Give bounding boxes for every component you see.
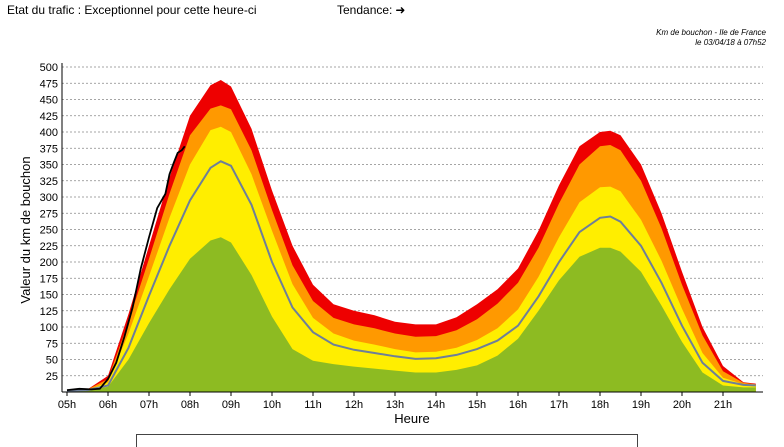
traffic-status: Etat du trafic : Exceptionnel pour cette… (7, 3, 257, 17)
x-tick-label: 15h (468, 399, 486, 411)
arrow-right-icon: ➜ (395, 3, 406, 17)
trend-label: Tendance: (337, 3, 393, 17)
y-tick-label: 250 (40, 225, 58, 237)
y-tick-label: 375 (40, 143, 58, 155)
x-tick-label: 21h (714, 399, 732, 411)
series-line-0 (66, 160, 756, 392)
x-tick-label: 16h (509, 399, 527, 411)
x-tick-label: 07h (140, 399, 158, 411)
x-tick-label: 20h (673, 399, 691, 411)
traffic-status-value: Exceptionnel pour cette heure-ci (84, 3, 257, 17)
series-lines (66, 145, 756, 392)
y-tick-label: 25 (46, 371, 58, 383)
y-tick-label: 350 (40, 160, 58, 172)
x-tick-label: 10h (263, 399, 281, 411)
x-tick-label: 09h (222, 399, 240, 411)
area-band-3 (67, 237, 756, 392)
y-tick-label: 275 (40, 208, 58, 220)
y-tick-label: 300 (40, 192, 58, 204)
x-tick-label: 11h (304, 399, 322, 411)
axes: 25 50 75 100 125 150 175 200 225 250 275 300 325 350 3… (40, 62, 763, 411)
area-bands (67, 80, 756, 393)
y-tick-label: 225 (40, 241, 58, 253)
x-tick-label: 19h (632, 399, 650, 411)
x-tick-label: 18h (591, 399, 609, 411)
series-line-1 (66, 145, 186, 391)
credit-line2: le 03/04/18 à 07h52 (695, 38, 766, 47)
x-tick-label: 05h (58, 399, 76, 411)
y-tick-label: 100 (40, 322, 58, 334)
x-axis-label: Heure (394, 411, 429, 426)
credit-line1: Km de bouchon - Ile de France (656, 28, 766, 37)
y-tick-label: 125 (40, 306, 58, 318)
trend-indicator: Tendance: ➜ (337, 3, 405, 17)
y-tick-label: 400 (40, 127, 58, 139)
y-tick-label: 450 (40, 95, 58, 107)
y-axis-label: Valeur du km de bouchon (18, 156, 33, 303)
y-tick-label: 200 (40, 257, 58, 269)
y-tick-label: 175 (40, 273, 58, 285)
y-tick-label: 75 (46, 338, 58, 350)
chart-credit: Km de bouchon - Ile de France le 03/04/1… (656, 28, 766, 48)
y-tick-label: 50 (46, 355, 58, 367)
y-tick-label: 150 (40, 290, 58, 302)
x-tick-label: 13h (386, 399, 404, 411)
y-tick-label: 325 (40, 176, 58, 188)
x-tick-label: 12h (345, 399, 363, 411)
x-tick-label: 14h (427, 399, 445, 411)
x-tick-label: 06h (99, 399, 117, 411)
y-tick-label: 425 (40, 111, 58, 123)
y-tick-label: 475 (40, 78, 58, 90)
x-tick-label: 17h (550, 399, 568, 411)
y-tick-label: 500 (40, 62, 58, 74)
x-tick-label: 08h (181, 399, 199, 411)
traffic-status-label: Etat du trafic : (7, 3, 82, 17)
